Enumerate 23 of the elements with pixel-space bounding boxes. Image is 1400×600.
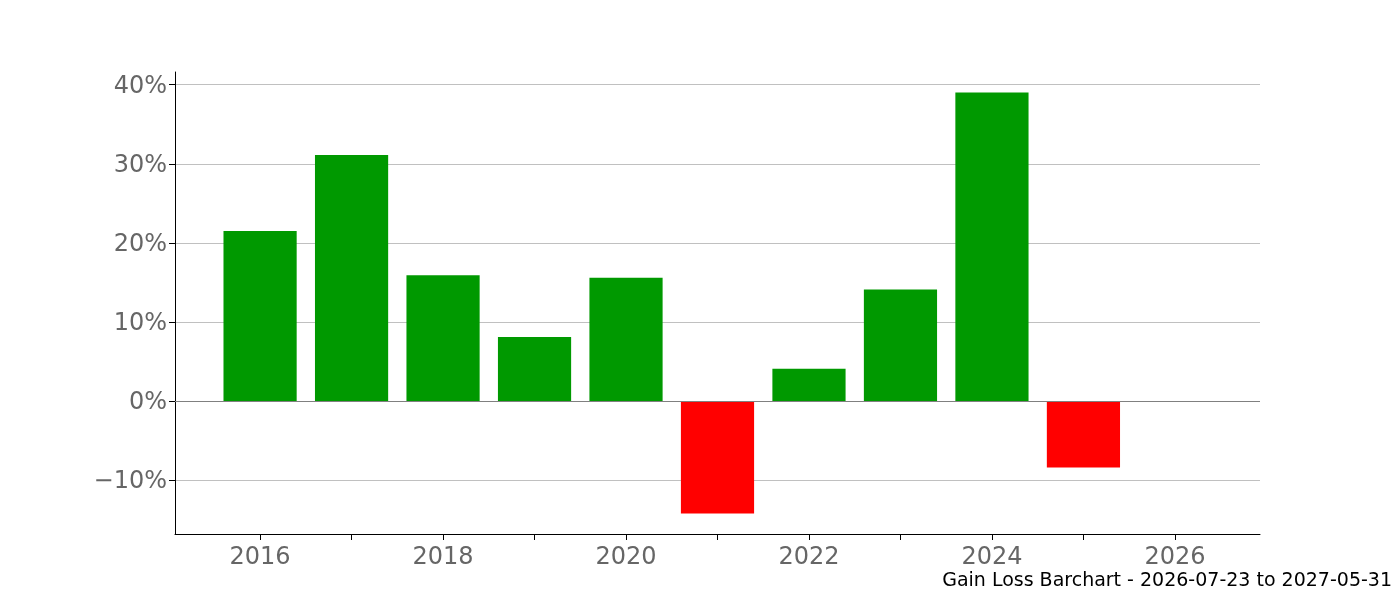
y-tick-label: 10% <box>113 307 167 336</box>
x-tick-label: 2022 <box>778 542 840 570</box>
bar <box>772 368 846 402</box>
x-tick-label: 2026 <box>1144 542 1206 570</box>
x-tick-label: 2020 <box>595 542 657 570</box>
bar <box>314 155 389 402</box>
y-tick-label: 40% <box>113 70 167 99</box>
x-tick-label: 2024 <box>961 542 1023 570</box>
bar <box>406 275 480 402</box>
x-tick-label: 2018 <box>412 542 474 570</box>
x-tick-label: 2016 <box>229 542 291 570</box>
y-tick-label: −10% <box>93 466 167 495</box>
bar <box>589 277 663 402</box>
bar <box>223 231 297 402</box>
bar <box>680 401 755 514</box>
bar <box>497 337 572 402</box>
y-tick-label: 0% <box>128 387 167 416</box>
text: Gain Loss Barchart - 2026-07-23 to 2027-05-31 <box>942 567 1393 590</box>
bar <box>955 92 1029 402</box>
bar <box>1046 401 1121 468</box>
bar <box>863 289 938 402</box>
y-tick-label: 20% <box>113 228 167 257</box>
y-tick-label: 30% <box>113 149 167 178</box>
